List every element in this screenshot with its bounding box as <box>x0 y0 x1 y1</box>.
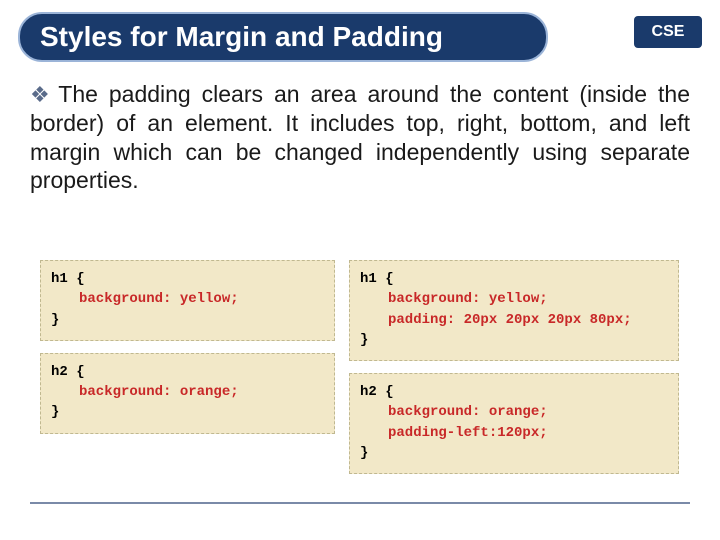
slide-title: Styles for Margin and Padding <box>40 21 443 53</box>
code-selector: h2 { <box>51 364 85 380</box>
code-property: background: yellow; <box>51 289 239 309</box>
body-paragraph: ❖The padding clears an area around the c… <box>30 80 690 195</box>
code-property: background: orange; <box>360 402 548 422</box>
paragraph-text: The padding clears an area around the co… <box>30 81 690 193</box>
code-close: } <box>360 332 368 348</box>
code-selector: h1 { <box>51 271 85 287</box>
code-property: background: orange; <box>51 382 239 402</box>
code-block: h2 { background: orange; } <box>40 353 335 434</box>
code-property: padding-left:120px; <box>360 423 548 443</box>
code-close: } <box>51 404 59 420</box>
course-badge: CSE <box>634 16 702 48</box>
code-close: } <box>360 445 368 461</box>
code-close: } <box>51 312 59 328</box>
diamond-bullet-icon: ❖ <box>30 82 54 107</box>
code-grid: h1 { background: yellow; } h2 { backgrou… <box>40 260 680 474</box>
code-block: h2 { background: orange; padding-left:12… <box>349 373 679 474</box>
title-pill: Styles for Margin and Padding <box>18 12 548 62</box>
code-property: padding: 20px 20px 20px 80px; <box>360 310 632 330</box>
badge-text: CSE <box>652 23 685 41</box>
code-column-left: h1 { background: yellow; } h2 { backgrou… <box>40 260 335 474</box>
code-property: background: yellow; <box>360 289 548 309</box>
header-bar: Styles for Margin and Padding CSE <box>0 12 720 62</box>
code-block: h1 { background: yellow; padding: 20px 2… <box>349 260 679 361</box>
code-selector: h1 { <box>360 271 394 287</box>
footer-rule <box>30 502 690 504</box>
code-selector: h2 { <box>360 384 394 400</box>
code-column-right: h1 { background: yellow; padding: 20px 2… <box>349 260 679 474</box>
code-block: h1 { background: yellow; } <box>40 260 335 341</box>
